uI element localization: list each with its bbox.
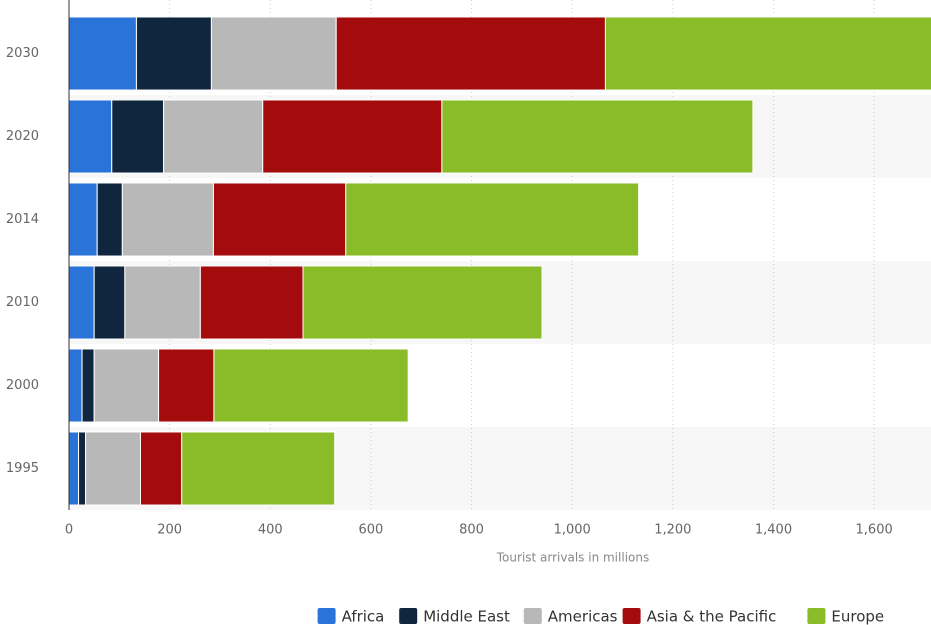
- bar-segment: [69, 99, 113, 174]
- bar-segment: [158, 348, 215, 423]
- y-tick-label: 1995: [6, 461, 39, 476]
- bar-segment: [93, 265, 126, 340]
- x-tick-label: 800: [459, 523, 484, 538]
- bar-segment: [96, 182, 123, 257]
- y-tick-label: 2010: [6, 295, 39, 310]
- x-tick-label: 200: [157, 523, 182, 538]
- bar-segment: [69, 182, 98, 257]
- bar-segment: [81, 348, 95, 423]
- x-tick-label: 1,400: [755, 523, 792, 538]
- y-tick-label: 2000: [6, 378, 39, 393]
- y-tick-label: 2020: [6, 129, 39, 144]
- x-tick-label: 600: [359, 523, 384, 538]
- bar-segment: [124, 265, 201, 340]
- bar-segment: [135, 16, 212, 91]
- y-tick-label: 2014: [6, 212, 39, 227]
- bar-segment: [121, 182, 214, 257]
- bar-segment: [163, 99, 264, 174]
- legend-label: Middle East: [423, 608, 510, 625]
- x-tick-label: 1,200: [654, 523, 691, 538]
- legend-swatch: [399, 608, 418, 624]
- bar-segment: [212, 182, 347, 257]
- bar-segment: [441, 99, 754, 174]
- bar-segment: [139, 431, 183, 506]
- legend-swatch: [807, 608, 826, 624]
- bar-segment: [69, 348, 83, 423]
- bar-segment: [210, 16, 337, 91]
- legend-swatch: [523, 608, 542, 624]
- legend-label: Europe: [831, 608, 884, 625]
- bar-segment: [93, 348, 160, 423]
- legend-label: Africa: [342, 608, 385, 625]
- x-tick-label: 1,000: [554, 523, 591, 538]
- bar-segment: [69, 16, 137, 91]
- bar-segment: [78, 431, 87, 506]
- x-tick-label: 1,600: [856, 523, 893, 538]
- bar-segment: [262, 99, 443, 174]
- bar-segment: [213, 348, 409, 423]
- bar-segment: [69, 265, 95, 340]
- legend-label: Asia & the Pacific: [647, 608, 777, 625]
- bar-segment: [111, 99, 165, 174]
- bar-segment: [302, 265, 543, 340]
- legend-label: Americas: [548, 608, 618, 625]
- bar-segment: [199, 265, 304, 340]
- bar-segment: [604, 16, 931, 91]
- bar-segment: [69, 431, 80, 506]
- y-tick-label: 2030: [6, 46, 39, 61]
- legend-swatch: [622, 608, 641, 624]
- x-axis-title: Tourist arrivals in millions: [496, 551, 649, 565]
- x-tick-label: 0: [65, 523, 73, 538]
- bar-segment: [85, 431, 141, 506]
- bar-segment: [345, 182, 640, 257]
- x-tick-label: 400: [258, 523, 283, 538]
- bar-segment: [181, 431, 336, 506]
- bar-segment: [335, 16, 606, 91]
- legend-swatch: [317, 608, 336, 624]
